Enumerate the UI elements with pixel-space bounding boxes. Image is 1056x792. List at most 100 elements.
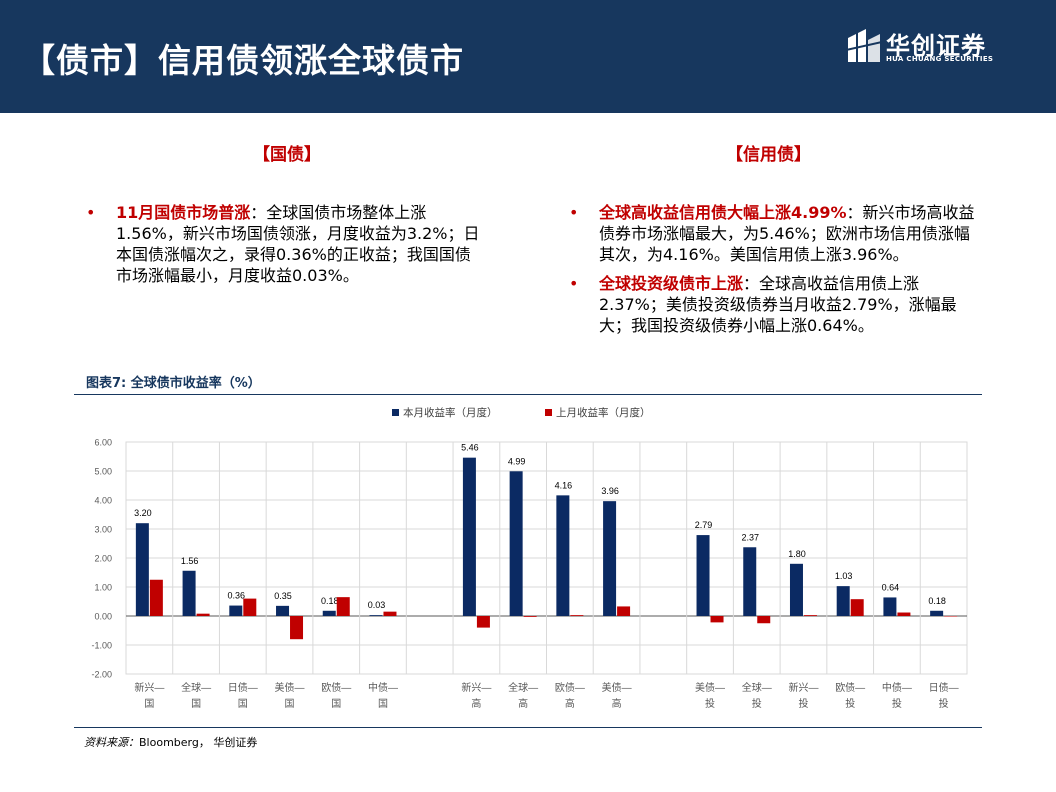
bar-current-month [229, 605, 243, 616]
bar-previous-month [290, 616, 304, 640]
bar-data-label: 0.03 [368, 600, 386, 610]
bullet-icon: • [569, 203, 579, 222]
x-tick-label: 欧债— [835, 681, 865, 694]
x-tick-label: 欧债— [321, 681, 351, 694]
x-tick-label: 欧债— [555, 681, 585, 694]
x-tick-label: 中债— [368, 681, 398, 694]
bar-previous-month [523, 616, 537, 617]
bar-previous-month [196, 613, 210, 616]
x-tick-label: 新兴— [461, 681, 491, 694]
bullet-item: • 全球投资级债市上涨：全球高收益信用债上涨2.37%；美债投资级债券当月收益2… [569, 273, 977, 336]
bar-data-label: 3.96 [601, 486, 619, 496]
x-tick-label: 高 [565, 697, 575, 710]
x-tick-label: 国 [191, 698, 201, 710]
bar-previous-month [944, 616, 958, 617]
x-tick-label: 日债— [929, 681, 959, 694]
bond-yield-bar-chart: 6.00 5.00 4.00 3.00 2.00 1.00 0.00 -1.00 -2.00 3.… [91, 406, 968, 710]
bar-current-month [930, 610, 944, 616]
x-tick-label: 投 [892, 697, 902, 710]
bullet-text: ：全球高收益信用债上涨2.37%；美债投资级债券当月收益2.79%，涨幅最大；我… [599, 274, 957, 335]
header-bar: 【债市】信用债领涨全球债市 华创证券 HUA CHUANG SECURITIES [0, 0, 1056, 113]
right-bullet-list: • 全球高收益信用债大幅上涨4.99%：新兴市场高收益债券市场涨幅最大，为5.4… [569, 202, 977, 344]
x-tick-label: 国 [285, 698, 295, 710]
bar-current-month [603, 501, 617, 616]
bar-current-month [743, 547, 757, 616]
bar-current-month [322, 610, 336, 616]
x-tick-label: 美债— [695, 681, 725, 694]
x-tick-label: 美债— [602, 681, 632, 694]
logo-icon [846, 29, 882, 62]
bar-data-label: 0.35 [274, 591, 292, 601]
bar-current-month [789, 563, 803, 616]
y-tick-label: -1.00 [91, 641, 112, 651]
x-tick-label: 新兴— [788, 681, 818, 694]
bar-data-label: 2.37 [741, 532, 759, 542]
company-logo: 华创证券 HUA CHUANG SECURITIES [846, 26, 1006, 70]
bar-data-label: 0.18 [321, 596, 339, 606]
y-tick-label: 2.00 [94, 554, 112, 564]
x-tick-label: 国 [238, 698, 248, 710]
bar-previous-month [243, 598, 257, 616]
bar-previous-month [476, 616, 490, 628]
x-tick-label: 全球— [181, 681, 211, 694]
bar-current-month [462, 457, 476, 616]
figure-title: 图表7: 全球债市收益率（%） [86, 376, 261, 391]
bar-current-month [696, 535, 710, 616]
y-tick-label: 0.00 [94, 612, 112, 622]
bar-previous-month [149, 579, 163, 616]
y-tick-label: 1.00 [94, 583, 112, 593]
x-tick-label: 全球— [508, 681, 538, 694]
bar-data-label: 2.79 [695, 520, 713, 530]
left-section-heading: 【国债】 [253, 145, 321, 165]
bar-data-label: 1.56 [181, 556, 199, 566]
x-tick-label: 高 [518, 697, 528, 710]
bar-previous-month [897, 612, 911, 616]
bar-previous-month [383, 611, 397, 616]
bullet-icon: • [86, 203, 96, 222]
x-tick-label: 国 [331, 698, 341, 710]
x-tick-label: 高 [612, 697, 622, 710]
bullet-highlight: 11月国债市场普涨 [116, 203, 251, 222]
bar-data-label: 4.99 [508, 456, 526, 466]
legend-label-current: 本月收益率（月度） [403, 406, 498, 419]
figure-top-rule [74, 394, 982, 395]
bar-data-label: 3.20 [134, 508, 152, 518]
bar-previous-month [803, 615, 817, 616]
bar-current-month [369, 615, 383, 616]
logo-text: 华创证券 [886, 32, 986, 60]
legend-label-previous: 上月收益率（月度） [556, 406, 651, 419]
bullet-highlight: 全球投资级债市上涨 [599, 274, 744, 293]
bar-current-month [509, 471, 523, 616]
x-tick-label: 高 [471, 697, 481, 710]
bar-data-label: 0.36 [228, 591, 246, 601]
x-tick-label: 全球— [742, 681, 772, 694]
x-tick-label: 投 [939, 697, 949, 710]
bullet-item: • 全球高收益信用债大幅上涨4.99%：新兴市场高收益债券市场涨幅最大，为5.4… [569, 202, 977, 265]
legend-swatch-current [392, 409, 399, 416]
bar-data-label: 0.64 [882, 582, 900, 592]
bar-previous-month [570, 615, 584, 616]
x-tick-label: 美债— [275, 681, 305, 694]
x-tick-label: 国 [144, 698, 154, 710]
bar-current-month [556, 495, 570, 616]
bar-data-label: 5.46 [461, 443, 479, 453]
y-tick-label: 3.00 [94, 525, 112, 535]
x-tick-label: 投 [705, 697, 715, 710]
source-label: 资料来源： [84, 736, 139, 749]
x-tick-label: 国 [378, 698, 388, 710]
y-tick-label: 6.00 [94, 438, 112, 448]
bar-data-label: 1.03 [835, 571, 853, 581]
logo-subtext: HUA CHUANG SECURITIES [886, 55, 994, 63]
right-section-heading: 【信用债】 [726, 145, 811, 165]
bar-data-label: 4.16 [555, 480, 573, 490]
x-tick-label: 日债— [228, 681, 258, 694]
bullet-highlight: 全球高收益信用债大幅上涨4.99% [599, 203, 847, 222]
y-tick-label: 4.00 [94, 496, 112, 506]
bar-current-month [276, 605, 290, 616]
bar-previous-month [710, 616, 724, 623]
x-tick-label: 新兴— [134, 681, 164, 694]
bullet-item: • 11月国债市场普涨：全球国债市场整体上涨1.56%，新兴市场国债领涨，月度收… [86, 202, 486, 286]
y-tick-label: -2.00 [91, 670, 112, 680]
bullet-text: ：全球国债市场整体上涨1.56%，新兴市场国债领涨，月度收益为3.2%；日本国债… [116, 203, 480, 285]
bar-previous-month [850, 599, 864, 616]
